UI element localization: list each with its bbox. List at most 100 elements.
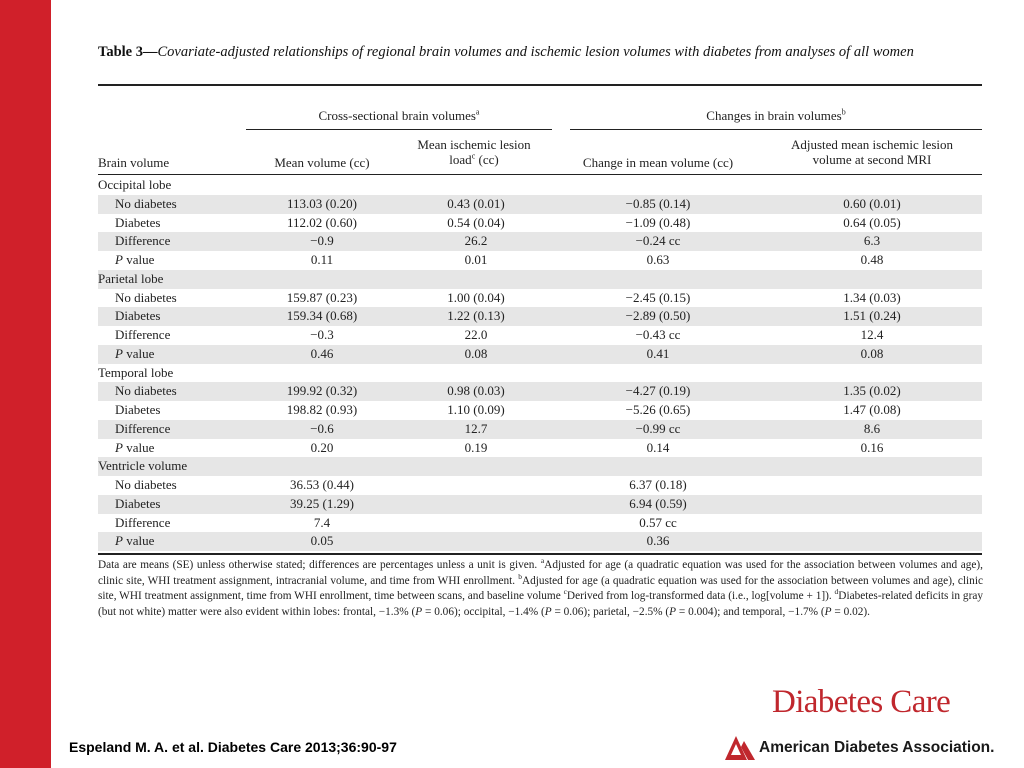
- cell-c5: 1.34 (0.03): [843, 289, 901, 305]
- cell-c5: 0.64 (0.05): [843, 214, 901, 230]
- section-label: Occipital lobe: [98, 177, 172, 192]
- col-header-change-mean-volume: Change in mean volume (cc): [582, 155, 734, 170]
- section-label: Ventricle volume: [98, 457, 246, 476]
- cell-c5: 0.08: [762, 344, 982, 364]
- cell-c3: [398, 457, 554, 476]
- cell-c3: 0.01: [464, 252, 488, 267]
- cell-c2: 0.46: [246, 344, 398, 364]
- cell-c3: 22.0: [464, 327, 488, 342]
- row-label: Diabetes: [115, 402, 161, 417]
- cell-c3: 12.7: [398, 419, 554, 439]
- cell-c2: [246, 269, 398, 289]
- cell-c4: [554, 457, 762, 476]
- data-table: Occipital lobe No diabetes 113.03 (0.20) 0.…: [98, 176, 982, 551]
- cell-c3: [398, 514, 554, 533]
- cell-c5: [762, 176, 982, 195]
- journal-logo-text: Diabetes Care: [772, 684, 951, 720]
- table-row: Difference −0.9 26.2 −0.24 cc 6.3: [98, 232, 982, 251]
- cell-c2: 36.53 (0.44): [290, 477, 354, 492]
- cell-c4: 6.94 (0.59): [554, 494, 762, 514]
- cell-c4: 0.14: [646, 439, 670, 455]
- table-footnote: Data are means (SE) unless otherwise sta…: [98, 556, 983, 618]
- cell-c2: 159.87 (0.23): [286, 289, 358, 305]
- citation: Espeland M. A. et al. Diabetes Care 2013…: [69, 739, 397, 755]
- cell-c3: 26.2: [398, 232, 554, 251]
- row-label: No diabetes: [115, 289, 177, 305]
- header-rule: [98, 174, 982, 175]
- group-header-changes: Changes in brain volumesb: [706, 107, 846, 123]
- cell-c5: 6.3: [762, 232, 982, 251]
- table-row: P value 0.46 0.08 0.41 0.08: [98, 344, 982, 364]
- cell-c5: [762, 494, 982, 514]
- cell-c2: 199.92 (0.32): [246, 382, 398, 401]
- cell-c3: 1.00 (0.04): [447, 289, 505, 305]
- row-label: P value: [98, 532, 246, 551]
- cell-c5: 0.60 (0.01): [762, 194, 982, 214]
- red-accent-bar: [0, 0, 51, 768]
- cell-c4: [554, 269, 762, 289]
- group-header-cross-sectional: Cross-sectional brain volumesa: [318, 107, 480, 123]
- cell-c2: −0.9: [246, 232, 398, 251]
- table-row: No diabetes 36.53 (0.44) 6.37 (0.18): [98, 476, 982, 495]
- cell-c3: [398, 494, 554, 514]
- cell-c4: −4.27 (0.19): [554, 382, 762, 401]
- row-label: No diabetes: [115, 477, 177, 492]
- cell-c2: [246, 176, 398, 195]
- table-title: Table 3—Covariate-adjusted relationships…: [98, 44, 914, 60]
- row-label: Difference: [98, 232, 246, 251]
- cell-c5: 0.16: [860, 439, 884, 455]
- row-label: P value: [115, 252, 155, 267]
- cell-c5: 12.4: [860, 327, 884, 342]
- row-label: No diabetes: [98, 194, 246, 214]
- col-header-brain-volume: Brain volume: [98, 155, 170, 170]
- group-rule-changes: [570, 129, 982, 130]
- cell-c4: 0.36: [554, 532, 762, 551]
- cell-c3: [398, 364, 554, 383]
- cell-c5: [762, 269, 982, 289]
- cell-c3: 1.10 (0.09): [447, 402, 505, 417]
- cell-c2: 39.25 (1.29): [246, 494, 398, 514]
- section-row: Occipital lobe: [98, 176, 982, 195]
- row-label: Diabetes: [115, 214, 161, 230]
- cell-c2: −0.6: [246, 419, 398, 439]
- cell-c4: −2.45 (0.15): [625, 289, 691, 305]
- cell-c4: 6.37 (0.18): [629, 477, 687, 492]
- table-row: P value 0.11 0.01 0.63 0.48: [98, 251, 982, 270]
- bottom-rule: [98, 553, 982, 555]
- cell-c2: [246, 364, 398, 383]
- col-header-ischemic-load: Mean ischemic lesion loadc (cc): [417, 137, 531, 167]
- cell-c5: [762, 514, 982, 533]
- cell-c4: −0.43 cc: [635, 327, 681, 342]
- top-rule: [98, 84, 982, 86]
- association-name: American Diabetes Association.: [759, 739, 995, 756]
- group-rule-cross-sectional: [246, 129, 552, 130]
- table-row: Difference 7.4 0.57 cc: [98, 514, 982, 533]
- table-row: Diabetes 39.25 (1.29) 6.94 (0.59): [98, 494, 982, 514]
- cell-c4: [554, 176, 762, 195]
- cell-c4: 0.63: [646, 252, 670, 267]
- cell-c5: 1.35 (0.02): [762, 382, 982, 401]
- row-label: Difference: [115, 514, 171, 530]
- row-label: Diabetes: [98, 494, 246, 514]
- section-row: Temporal lobe: [98, 364, 982, 383]
- row-label: No diabetes: [98, 382, 246, 401]
- cell-c5: [762, 532, 982, 551]
- ada-triangle-logo-icon: [725, 736, 755, 760]
- cell-c2: 0.20: [310, 439, 334, 455]
- cell-c2: 113.03 (0.20): [246, 194, 398, 214]
- cell-c4: −5.26 (0.65): [625, 402, 691, 417]
- cell-c2: 0.11: [310, 252, 334, 267]
- cell-c5: [762, 457, 982, 476]
- row-label: Difference: [98, 419, 246, 439]
- col-header-adjusted-lesion: Adjusted mean ischemic lesion volume at …: [790, 137, 954, 167]
- cell-c2: 198.82 (0.93): [286, 402, 358, 417]
- cell-c4: −0.85 (0.14): [554, 194, 762, 214]
- row-label: Diabetes: [98, 307, 246, 326]
- col-header-mean-volume: Mean volume (cc): [274, 155, 370, 170]
- cell-c3: [398, 269, 554, 289]
- cell-c2: [246, 457, 398, 476]
- cell-c3: [398, 476, 554, 495]
- ada-brand: American Diabetes Association.: [724, 735, 994, 761]
- cell-c4: −0.99 cc: [554, 419, 762, 439]
- cell-c5: [762, 476, 982, 495]
